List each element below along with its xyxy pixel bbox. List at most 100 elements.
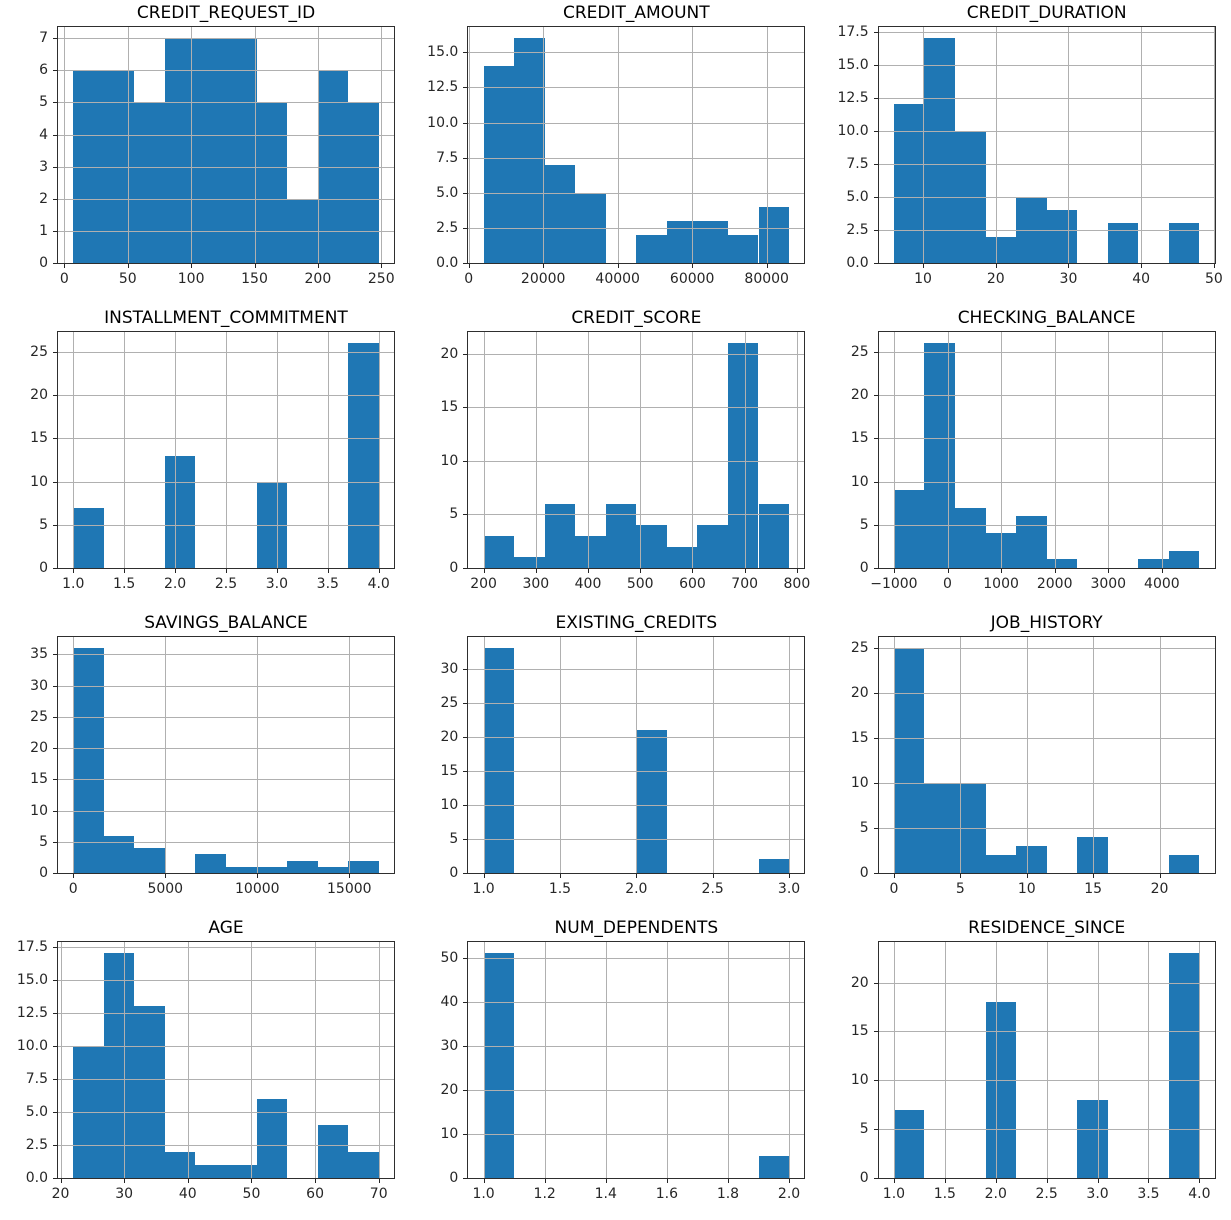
y-tick-label: 20 xyxy=(440,345,459,362)
histogram-bar xyxy=(195,38,226,263)
histogram-bar xyxy=(1077,1099,1108,1178)
y-tick-mark xyxy=(463,227,468,229)
gridline-horizontal xyxy=(878,828,1215,830)
gridline-vertical xyxy=(483,942,485,1178)
histogram-bar xyxy=(1168,855,1200,873)
gridline-horizontal xyxy=(468,407,805,409)
gridline-vertical xyxy=(226,332,227,568)
histogram-bar xyxy=(985,1002,1017,1178)
y-tick-label: 10.0 xyxy=(837,122,869,139)
gridline-horizontal xyxy=(58,102,394,104)
x-tick-label: 1.0 xyxy=(472,881,495,897)
y-tick-mark xyxy=(873,163,878,165)
histogram-bar xyxy=(985,855,1017,873)
y-tick-mark xyxy=(873,64,878,66)
plot-area xyxy=(467,636,806,874)
gridline-vertical xyxy=(64,27,66,263)
histogram-bar xyxy=(893,490,925,568)
gridline-vertical xyxy=(666,942,668,1178)
gridline-vertical xyxy=(559,637,561,873)
x-tick-mark xyxy=(1093,874,1095,878)
subplot-title: NUM_DEPENDENTS xyxy=(554,918,719,938)
histogram-bar xyxy=(636,234,667,263)
x-tick-label: 1000 xyxy=(983,576,1019,592)
histogram-bar xyxy=(758,1155,790,1178)
gridline-horizontal xyxy=(878,163,1215,165)
y-tick-label: 2.5 xyxy=(846,221,869,238)
subplot-credit-amount: CREDIT_AMOUNT 0 20000 40000 60000 80000 0.0 2.5… xyxy=(410,0,820,305)
histogram-bar xyxy=(317,1125,349,1178)
y-tick-label: 10 xyxy=(440,1125,459,1142)
subplot-title: JOB_HISTORY xyxy=(990,613,1103,633)
histogram-bar xyxy=(758,503,790,568)
histogram-bar xyxy=(575,535,606,568)
y-tick-label: 20 xyxy=(440,1081,459,1098)
y-tick-label: 30 xyxy=(30,677,48,694)
y-tick-mark xyxy=(873,873,878,874)
gridline-vertical xyxy=(124,942,126,1178)
x-tick-mark xyxy=(995,1179,997,1183)
x-tick-label: 2.5 xyxy=(214,576,238,592)
x-tick-label: 3.0 xyxy=(1086,1186,1109,1202)
y-tick-label: 15 xyxy=(850,730,869,747)
x-tick-mark xyxy=(960,874,962,878)
x-tick-mark xyxy=(559,874,561,878)
gridline-horizontal xyxy=(878,648,1215,650)
histogram-bar xyxy=(544,164,576,263)
gridline-vertical xyxy=(1159,637,1161,873)
x-tick-label: 400 xyxy=(574,576,602,592)
x-tick-mark xyxy=(1141,264,1143,268)
subplot-title: SAVINGS_BALANCE xyxy=(144,613,308,633)
x-tick-label: 0 xyxy=(59,271,69,287)
x-tick-label: 700 xyxy=(731,576,759,592)
y-tick-label: 30 xyxy=(440,1037,459,1054)
gridline-horizontal xyxy=(878,229,1215,231)
y-tick-mark xyxy=(463,1133,468,1135)
x-tick-label: 5000 xyxy=(147,881,184,897)
x-tick-label: 3.5 xyxy=(1137,1186,1160,1202)
gridline-horizontal xyxy=(468,1133,805,1135)
y-tick-label: 10 xyxy=(30,473,48,490)
gridline-horizontal xyxy=(58,38,394,40)
x-tick-mark xyxy=(124,569,126,573)
histogram-bar xyxy=(164,455,196,568)
histogram-bar xyxy=(514,38,545,263)
y-tick-mark xyxy=(873,31,878,33)
gridline-horizontal xyxy=(58,134,394,136)
x-tick-mark xyxy=(483,874,485,878)
histogram-bar xyxy=(697,525,728,568)
y-tick-mark xyxy=(873,783,878,785)
gridline-vertical xyxy=(60,942,62,1178)
y-tick-mark xyxy=(873,1129,878,1131)
x-tick-mark xyxy=(692,569,694,573)
y-tick-label: 1 xyxy=(39,222,48,239)
histogram-bar xyxy=(985,533,1017,568)
x-tick-label: 2.5 xyxy=(701,881,724,897)
x-tick-label: 1.5 xyxy=(113,576,136,592)
gridline-vertical xyxy=(605,942,607,1178)
histogram-bar xyxy=(134,848,165,873)
gridline-horizontal xyxy=(58,481,394,483)
x-tick-mark xyxy=(254,264,256,268)
gridline-horizontal xyxy=(58,946,394,948)
histogram-bar xyxy=(636,525,667,568)
y-tick-mark xyxy=(463,407,468,409)
y-tick-label: 5 xyxy=(39,94,48,111)
histogram-bar xyxy=(226,38,257,263)
gridline-vertical xyxy=(1199,942,1201,1178)
y-tick-mark xyxy=(463,122,468,124)
gridline-horizontal xyxy=(468,957,805,959)
gridline-horizontal xyxy=(468,460,805,462)
y-tick-label: 2.5 xyxy=(25,1136,48,1153)
y-tick-mark xyxy=(53,779,57,781)
y-tick-label: 30 xyxy=(440,660,459,677)
gridline-vertical xyxy=(923,27,925,263)
x-tick-mark xyxy=(1148,1179,1150,1183)
histogram-bar xyxy=(1168,953,1200,1178)
x-tick-label: 15000 xyxy=(327,881,372,897)
x-tick-mark xyxy=(381,264,383,268)
x-tick-mark xyxy=(483,1179,485,1183)
x-tick-label: 10000 xyxy=(235,881,280,897)
y-tick-label: 7.5 xyxy=(436,149,459,166)
gridline-horizontal xyxy=(468,353,805,355)
